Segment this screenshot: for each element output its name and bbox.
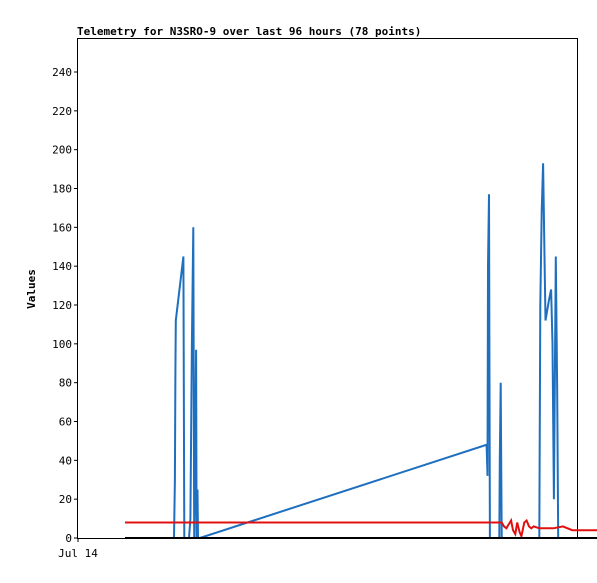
y-tick-label: 120 [52, 299, 72, 312]
y-tick-label: 20 [59, 493, 72, 506]
x-tick-label: Jul 14 [58, 547, 98, 560]
y-tick-label: 180 [52, 183, 72, 196]
x-axis: Jul 14 [58, 538, 98, 560]
y-tick-label: 240 [52, 66, 72, 79]
series-line-2 [125, 517, 597, 540]
series-layer [125, 163, 597, 540]
y-tick-label: 160 [52, 221, 72, 234]
y-tick-label: 140 [52, 260, 72, 273]
y-tick-label: 220 [52, 105, 72, 118]
y-axis: 0 20 40 60 80 100 120 140 160 180 200 220 240 [52, 66, 78, 545]
y-tick-label: 0 [65, 532, 72, 545]
series-line-1 [172, 163, 560, 539]
y-tick-label: 200 [52, 144, 72, 157]
y-tick-label: 80 [59, 377, 72, 390]
y-tick-label: 40 [59, 454, 72, 467]
y-tick-label: 100 [52, 338, 72, 351]
plot-frame [77, 38, 578, 539]
y-tick-label: 60 [59, 416, 72, 429]
y-axis-label: Values [25, 269, 38, 309]
chart-title: Telemetry for N3SRO-9 over last 96 hours… [77, 25, 421, 38]
